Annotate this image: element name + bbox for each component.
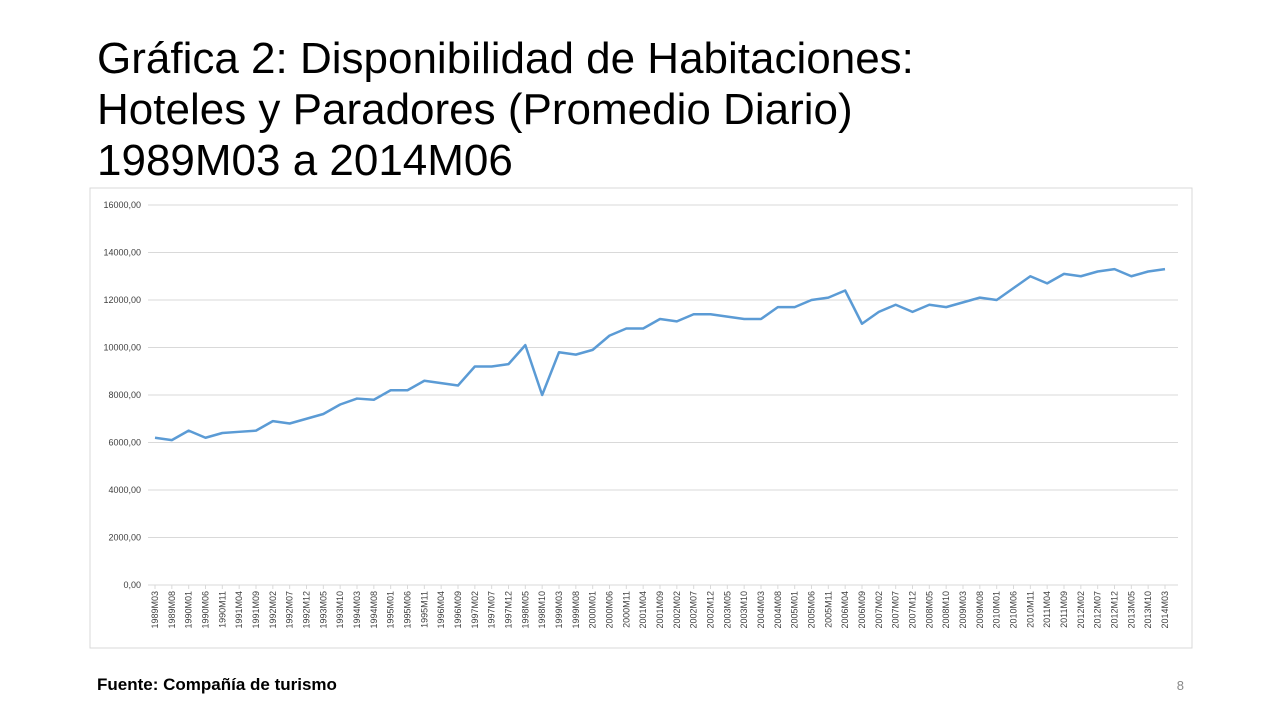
- x-tick-label: 2002M12: [706, 591, 716, 629]
- x-tick-label: 2004M08: [773, 591, 783, 629]
- x-tick-label: 1989M03: [150, 591, 160, 629]
- x-tick-label: 2010M01: [992, 591, 1002, 629]
- x-tick-label: 2010M11: [1025, 591, 1035, 628]
- x-tick-label: 2001M09: [655, 591, 665, 629]
- x-tick-label: 2001M04: [638, 591, 648, 629]
- x-tick-label: 1995M11: [419, 591, 429, 628]
- x-tick-label: 1992M07: [285, 591, 295, 629]
- y-tick-label: 10000,00: [103, 343, 141, 353]
- x-tick-label: 2007M12: [908, 591, 918, 629]
- x-tick-label: 1989M08: [167, 591, 177, 629]
- y-tick-label: 8000,00: [108, 390, 141, 400]
- title-line: 1989M03 a 2014M06: [97, 136, 513, 185]
- title-line: Gráfica 2: Disponibilidad de Habitacione…: [97, 34, 914, 83]
- x-tick-label: 2007M07: [891, 591, 901, 629]
- x-tick-label: 2007M02: [874, 591, 884, 629]
- y-tick-label: 6000,00: [108, 438, 141, 448]
- y-tick-label: 14000,00: [103, 248, 141, 258]
- x-tick-label: 2012M07: [1093, 591, 1103, 629]
- x-tick-label: 2002M07: [689, 591, 699, 629]
- x-tick-label: 2000M06: [605, 591, 615, 629]
- x-tick-label: 1995M01: [386, 591, 396, 629]
- x-tick-label: 1991M04: [234, 591, 244, 629]
- x-tick-label: 1991M09: [251, 591, 261, 629]
- x-tick-label: 2005M01: [790, 591, 800, 629]
- x-tick-label: 2009M03: [958, 591, 968, 629]
- x-tick-label: 2008M05: [924, 591, 934, 629]
- x-tick-label: 2006M09: [857, 591, 867, 629]
- chart-frame: [89, 187, 1193, 649]
- y-tick-label: 2000,00: [108, 533, 141, 543]
- x-tick-label: 2012M12: [1110, 591, 1120, 629]
- x-tick-label: 1995M06: [403, 591, 413, 629]
- x-tick-label: 2013M05: [1126, 591, 1136, 629]
- x-tick-label: 2004M03: [756, 591, 766, 629]
- x-tick-label: 1990M01: [184, 591, 194, 629]
- x-tick-label: 2002M02: [672, 591, 682, 629]
- y-tick-label: 16000,00: [103, 200, 141, 210]
- x-tick-label: 1996M04: [436, 591, 446, 629]
- x-tick-label: 2008M10: [941, 591, 951, 629]
- x-tick-label: 1996M09: [453, 591, 463, 629]
- x-tick-label: 2006M04: [840, 591, 850, 629]
- x-tick-label: 1999M03: [554, 591, 564, 629]
- x-tick-label: 2005M11: [823, 591, 833, 628]
- x-tick-label: 1994M08: [369, 591, 379, 629]
- x-tick-label: 2013M10: [1143, 591, 1153, 629]
- x-tick-label: 2009M08: [975, 591, 985, 629]
- x-tick-label: 2000M01: [588, 591, 598, 629]
- x-tick-label: 1997M12: [504, 591, 514, 629]
- x-tick-label: 2005M06: [807, 591, 817, 629]
- x-tick-label: 1997M02: [470, 591, 480, 629]
- x-tick-label: 1998M10: [537, 591, 547, 629]
- series-line: [154, 267, 1166, 442]
- source: Fuente: Compañía de turismo: [97, 675, 337, 694]
- x-tick-label: 1990M11: [217, 591, 227, 628]
- x-tick-label: 1997M07: [487, 591, 497, 629]
- y-tick-label: 4000,00: [108, 485, 141, 495]
- x-tick-label: 1993M05: [318, 591, 328, 629]
- x-tick-label: 1999M08: [571, 591, 581, 629]
- x-tick-label: 2003M10: [739, 591, 749, 629]
- x-tick-label: 2000M11: [621, 591, 631, 628]
- x-tick-label: 2012M02: [1076, 591, 1086, 629]
- x-tick-label: 1990M06: [201, 591, 211, 629]
- x-tick-label: 1992M12: [302, 591, 312, 629]
- title-line: Hoteles y Paradores (Promedio Diario): [97, 85, 853, 134]
- x-tick-label: 1994M03: [352, 591, 362, 629]
- x-tick-label: 2010M06: [1009, 591, 1019, 629]
- x-tick-label: 2011M09: [1059, 591, 1069, 628]
- x-tick-label: 2014M03: [1160, 591, 1170, 629]
- x-tick-label: 1992M02: [268, 591, 278, 629]
- x-tick-label: 2003M05: [722, 591, 732, 629]
- x-tick-label: 1993M10: [335, 591, 345, 629]
- page-number: 8: [1177, 678, 1184, 693]
- y-tick-label: 12000,00: [103, 295, 141, 305]
- x-tick-label: 2011M04: [1042, 591, 1052, 628]
- y-tick-label: 0,00: [123, 580, 141, 590]
- x-tick-label: 1998M05: [520, 591, 530, 629]
